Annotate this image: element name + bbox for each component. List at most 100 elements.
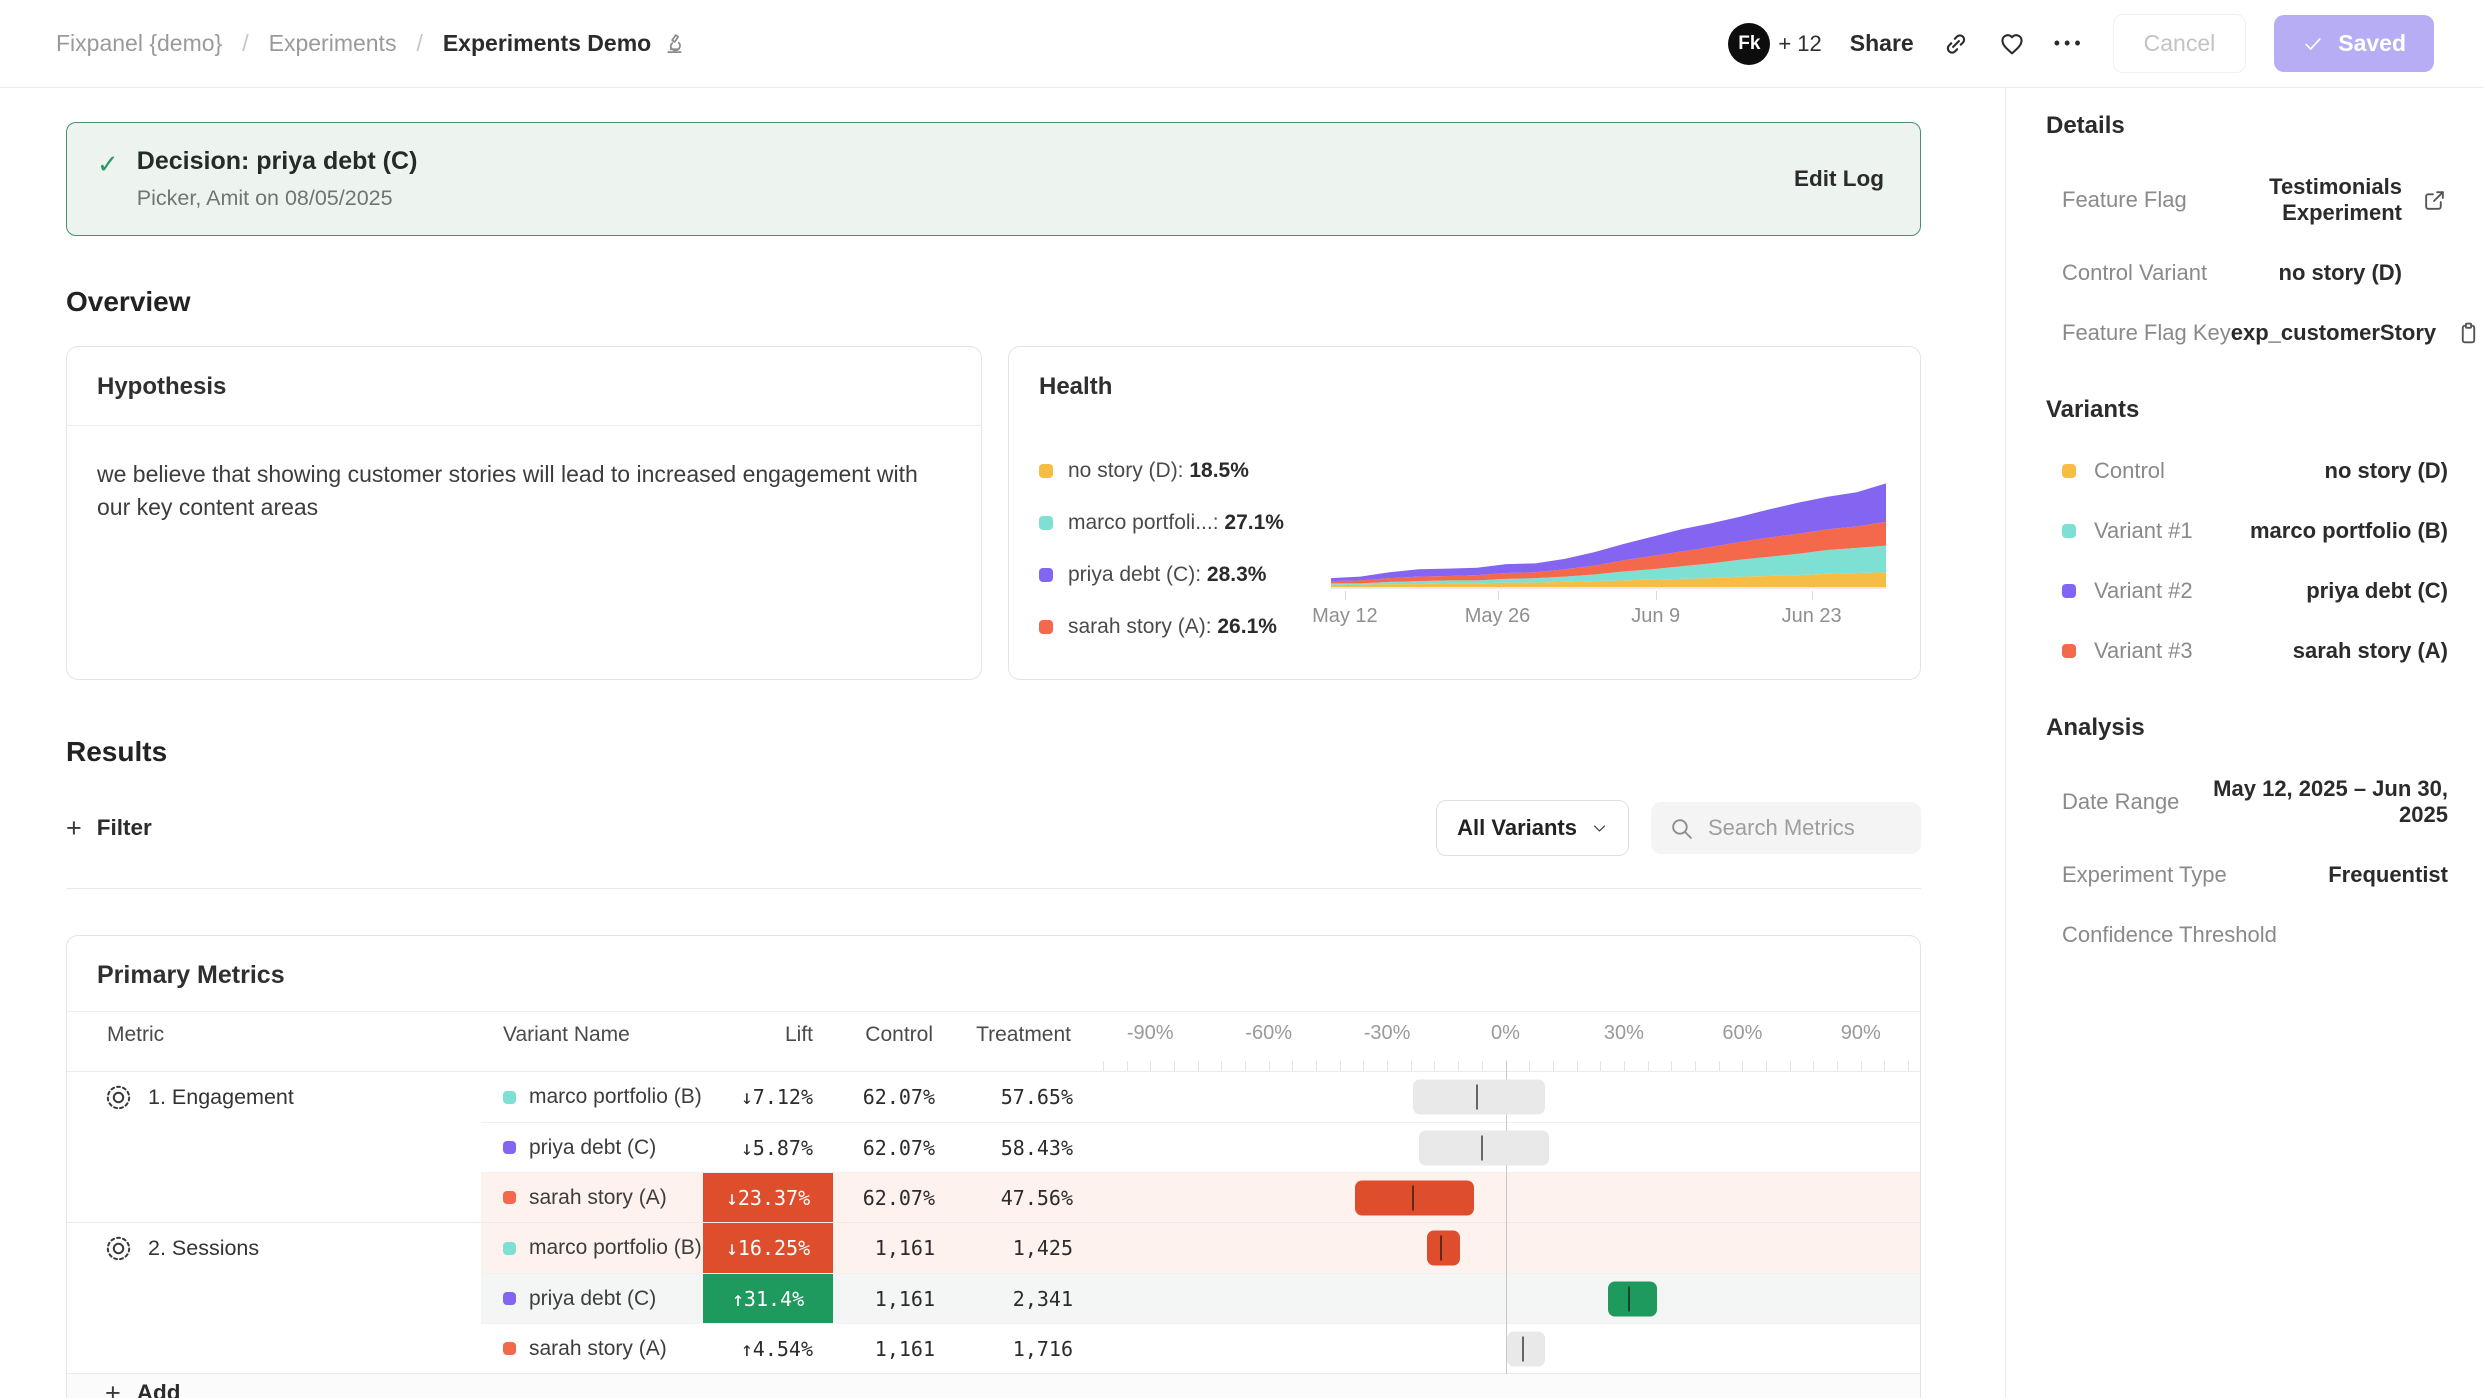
legend-label: priya debt (C): 28.3% (1068, 563, 1267, 586)
table-row[interactable]: priya debt (C) ↑31.4% 1,161 2,341 (481, 1273, 1920, 1324)
axis-minor-tick (1860, 1061, 1862, 1071)
sidebar-row-label: Control Variant (2062, 260, 2208, 285)
breadcrumb-item[interactable]: Experiments Demo (443, 30, 686, 57)
axis-minor-tick (1552, 1061, 1554, 1071)
add-label: Add (136, 1380, 181, 1398)
sidebar-row-label: Experiment Type (2062, 862, 2227, 887)
lift-axis-label: -90% (1126, 1022, 1174, 1044)
health-legend: no story (D): 18.5% marco portfoli...: 2… (1039, 425, 1331, 640)
axis-minor-tick (1458, 1061, 1460, 1071)
axis-minor-tick (1244, 1061, 1246, 1071)
hypothesis-body: we believe that showing customer stories… (97, 461, 918, 520)
breadcrumb-item[interactable]: Experiments (268, 30, 397, 56)
lift-value: ↓5.87% (740, 1135, 813, 1160)
sidebar-row-label: Feature Flag (2062, 187, 2187, 212)
variant-name: sarah story (A) (481, 1186, 703, 1210)
primary-metrics-card: Primary Metrics Metric Variant Name Lift… (66, 935, 1921, 1398)
check-icon (2305, 37, 2321, 50)
axis-minor-tick (1339, 1061, 1341, 1071)
axis-minor-tick (1600, 1061, 1602, 1071)
variant-label: priya debt (C) (529, 1135, 657, 1159)
variants-dropdown[interactable]: All Variants (1436, 800, 1629, 856)
legend-label: sarah story (A): 26.1% (1068, 615, 1277, 638)
decision-subtitle: Picker, Amit on 08/05/2025 (136, 186, 393, 210)
lift-point-tick (1440, 1235, 1443, 1261)
treatment-value: 2,341 (1012, 1286, 1073, 1311)
sidebar-row-label: Feature Flag Key (2062, 320, 2231, 345)
add-metric-button[interactable]: + Add (67, 1373, 1920, 1398)
axis-minor-tick (1742, 1061, 1744, 1071)
avatar-label: Fk (1738, 32, 1761, 54)
avatar[interactable]: Fk (1728, 22, 1771, 65)
sidebar-row-label: Variant #3 (2094, 638, 2193, 663)
control-value: 1,161 (874, 1236, 935, 1260)
variant-name: marco portfolio (B) (481, 1236, 703, 1260)
more-menu-icon[interactable]: ••• (2053, 33, 2085, 53)
clipboard-icon[interactable] (2454, 321, 2482, 346)
details-sidebar: Details Feature Flag Testimonials Experime… (2005, 88, 2484, 1398)
x-axis-tick (1344, 591, 1346, 600)
variant-color-swatch (503, 1141, 516, 1154)
sidebar-row: Variant #1 marco portfolio (B) (2046, 518, 2448, 544)
target-metric-icon (106, 1085, 131, 1109)
sidebar-row-value: sarah story (A) (2292, 638, 2448, 663)
sidebar-heading: Variants (2046, 396, 2140, 423)
copy-link-icon[interactable] (1942, 30, 1970, 58)
zero-line (1505, 1273, 1507, 1324)
external-link-icon[interactable] (2420, 188, 2448, 213)
legend-color-swatch (1039, 568, 1053, 582)
axis-minor-tick (1173, 1061, 1175, 1071)
microscope-icon (667, 34, 682, 53)
search-metrics-box[interactable] (1651, 802, 1921, 854)
lift-badge: ↓23.37% (703, 1173, 833, 1222)
add-filter-button[interactable]: + Filter (66, 814, 152, 842)
saved-button[interactable]: Saved (2274, 15, 2434, 72)
variant-name: priya debt (C) (481, 1287, 703, 1311)
sidebar-row-value: no story (D) (2324, 458, 2448, 483)
share-button[interactable]: Share (1849, 30, 1914, 56)
cancel-button[interactable]: Cancel (2112, 14, 2247, 73)
col-metric: Metric (107, 1022, 165, 1046)
axis-minor-tick (1884, 1061, 1886, 1071)
table-row[interactable]: sarah story (A) ↑4.54% 1,161 1,716 (481, 1323, 1920, 1374)
sidebar-row-value: priya debt (C) (2306, 578, 2448, 603)
target-metric-icon (106, 1236, 131, 1260)
breadcrumb-item[interactable]: Fixpanel {demo} (56, 30, 223, 56)
axis-minor-tick (1221, 1061, 1223, 1071)
control-value: 62.07% (862, 1185, 935, 1210)
sidebar-row-value: May 12, 2025 – Jun 30, 2025 (2213, 776, 2448, 827)
table-row[interactable]: marco portfolio (B) ↓7.12% 62.07% 57.65% (481, 1071, 1920, 1123)
results-heading: Results (66, 736, 168, 767)
lift-point-tick (1476, 1084, 1479, 1110)
legend-color-swatch (1039, 516, 1053, 530)
search-metrics-input[interactable] (1708, 815, 1903, 841)
edit-log-button[interactable]: Edit Log (1794, 166, 1884, 191)
metric-label: 1. Engagement (148, 1084, 294, 1109)
main-content: ✓ Decision: priya debt (C) Picker, Amit … (0, 88, 2005, 1398)
sidebar-row-value[interactable]: Testimonials Experiment (2269, 174, 2402, 225)
axis-minor-tick (1908, 1061, 1910, 1071)
treatment-value: 47.56% (1000, 1185, 1073, 1210)
variant-color-swatch (2062, 464, 2076, 478)
sidebar-row-label: Date Range (2062, 789, 2180, 814)
chevron-down-icon (1593, 824, 1606, 832)
lift-badge: ↓16.25% (703, 1223, 833, 1273)
table-row[interactable]: sarah story (A) ↓23.37% 62.07% 47.56% (481, 1172, 1920, 1223)
heart-icon (2001, 33, 2023, 54)
variant-name: priya debt (C) (481, 1136, 703, 1160)
axis-minor-tick (1481, 1061, 1483, 1071)
metric-group: 1. Engagement marco portfolio (B) ↓7.12%… (67, 1071, 1920, 1223)
sidebar-row-label: Confidence Threshold (2062, 922, 2277, 947)
confidence-interval-cell (1091, 1273, 1920, 1324)
collaborator-count[interactable]: + 12 (1778, 30, 1822, 56)
metric-label: 2. Sessions (148, 1235, 260, 1260)
sidebar-row-value[interactable]: exp_customerStory (2230, 320, 2437, 345)
table-row[interactable]: priya debt (C) ↓5.87% 62.07% 58.43% (481, 1122, 1920, 1173)
chevron-down-icon (1591, 820, 1608, 837)
table-row[interactable]: marco portfolio (B) ↓16.25% 1,161 1,425 (481, 1222, 1920, 1274)
axis-minor-tick (1102, 1061, 1104, 1071)
favorite-heart-icon[interactable] (1998, 30, 2026, 58)
breadcrumb-label: Experiments Demo (442, 30, 652, 56)
variant-color-swatch (503, 1090, 516, 1104)
search-icon (1669, 816, 1694, 841)
